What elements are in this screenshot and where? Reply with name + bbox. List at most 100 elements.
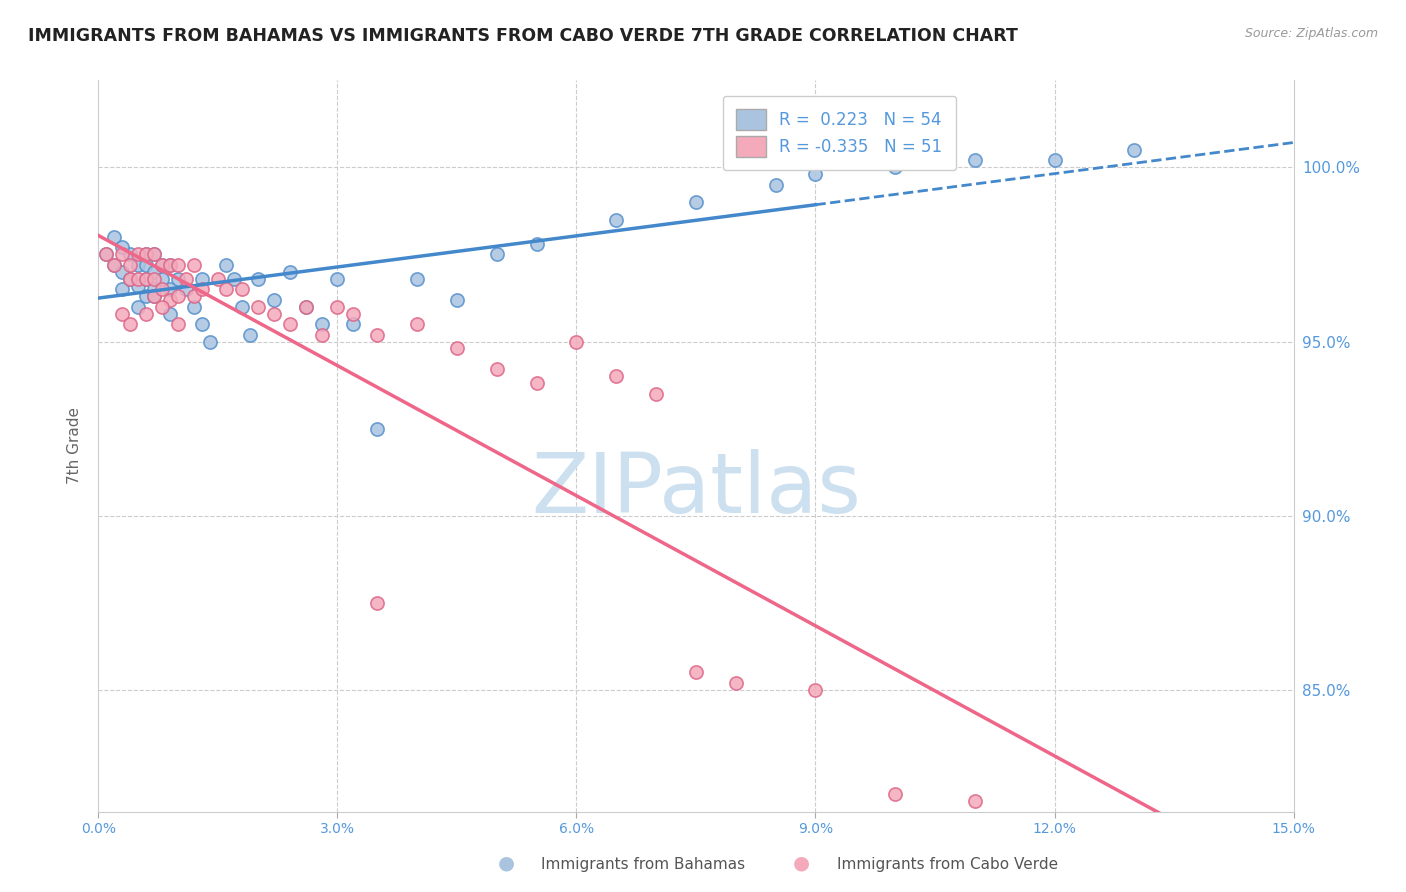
Point xyxy=(963,794,986,808)
Point xyxy=(191,317,214,331)
Point xyxy=(231,282,253,296)
Point xyxy=(135,247,157,261)
Point xyxy=(804,167,827,181)
Point xyxy=(278,265,301,279)
Point xyxy=(294,300,316,314)
Point xyxy=(685,195,707,210)
Point xyxy=(884,161,907,175)
Point xyxy=(167,289,190,303)
Point xyxy=(174,282,197,296)
Point xyxy=(485,362,508,376)
Legend: R =  0.223   N = 54, R = -0.335   N = 51: R = 0.223 N = 54, R = -0.335 N = 51 xyxy=(723,96,956,170)
Point xyxy=(342,317,364,331)
Point xyxy=(326,272,349,286)
Point xyxy=(406,317,429,331)
Point xyxy=(446,342,468,356)
Point xyxy=(150,272,173,286)
Point xyxy=(135,307,157,321)
Point xyxy=(884,787,907,801)
Text: ●: ● xyxy=(498,854,515,872)
Point xyxy=(246,272,269,286)
Point xyxy=(294,300,316,314)
Point xyxy=(103,258,125,272)
Point xyxy=(135,289,157,303)
Point xyxy=(326,300,349,314)
Point xyxy=(526,237,548,252)
Point xyxy=(143,289,166,303)
Point xyxy=(143,289,166,303)
Point xyxy=(150,258,173,272)
Point xyxy=(605,212,627,227)
Text: ●: ● xyxy=(793,854,810,872)
Point xyxy=(446,293,468,307)
Point xyxy=(127,247,149,261)
Point xyxy=(191,282,214,296)
Point xyxy=(222,272,245,286)
Point xyxy=(111,265,134,279)
Point xyxy=(159,307,181,321)
Point xyxy=(191,272,214,286)
Point xyxy=(231,300,253,314)
Point xyxy=(804,682,827,697)
Point xyxy=(685,665,707,680)
Point xyxy=(366,596,388,610)
Point xyxy=(150,300,173,314)
Point xyxy=(96,247,118,261)
Text: IMMIGRANTS FROM BAHAMAS VS IMMIGRANTS FROM CABO VERDE 7TH GRADE CORRELATION CHAR: IMMIGRANTS FROM BAHAMAS VS IMMIGRANTS FR… xyxy=(28,27,1018,45)
Point xyxy=(565,334,588,349)
Point xyxy=(111,282,134,296)
Point xyxy=(526,376,548,391)
Point xyxy=(120,247,142,261)
Point xyxy=(724,676,747,690)
Point xyxy=(183,258,205,272)
Point xyxy=(605,369,627,384)
Point xyxy=(135,258,157,272)
Point xyxy=(366,421,388,435)
Point xyxy=(127,272,149,286)
Point xyxy=(127,300,149,314)
Point xyxy=(167,258,190,272)
Point xyxy=(963,153,986,168)
Point xyxy=(96,247,118,261)
Point xyxy=(406,272,429,286)
Point xyxy=(167,272,190,286)
Point xyxy=(159,293,181,307)
Point xyxy=(111,247,134,261)
Text: ZIPatlas: ZIPatlas xyxy=(531,450,860,531)
Point xyxy=(143,282,166,296)
Point xyxy=(645,386,668,401)
Point xyxy=(143,247,166,261)
Point xyxy=(311,327,333,342)
Point xyxy=(135,247,157,261)
Point xyxy=(215,258,238,272)
Point xyxy=(311,317,333,331)
Point xyxy=(366,327,388,342)
Point xyxy=(183,300,205,314)
Point xyxy=(215,282,238,296)
Y-axis label: 7th Grade: 7th Grade xyxy=(67,408,83,484)
Point xyxy=(111,307,134,321)
Point xyxy=(150,282,173,296)
Point xyxy=(239,327,262,342)
Text: Immigrants from Bahamas: Immigrants from Bahamas xyxy=(541,857,745,872)
Point xyxy=(246,300,269,314)
Point xyxy=(127,278,149,293)
Point xyxy=(174,272,197,286)
Point xyxy=(103,230,125,244)
Point xyxy=(143,272,166,286)
Text: Immigrants from Cabo Verde: Immigrants from Cabo Verde xyxy=(837,857,1057,872)
Point xyxy=(111,240,134,254)
Point xyxy=(207,272,229,286)
Point xyxy=(159,282,181,296)
Point xyxy=(127,258,149,272)
Text: Source: ZipAtlas.com: Source: ZipAtlas.com xyxy=(1244,27,1378,40)
Point xyxy=(159,258,181,272)
Point xyxy=(183,289,205,303)
Point xyxy=(198,334,221,349)
Point xyxy=(135,272,157,286)
Point xyxy=(485,247,508,261)
Point xyxy=(159,258,181,272)
Point xyxy=(1123,143,1146,157)
Point xyxy=(150,258,173,272)
Point xyxy=(135,272,157,286)
